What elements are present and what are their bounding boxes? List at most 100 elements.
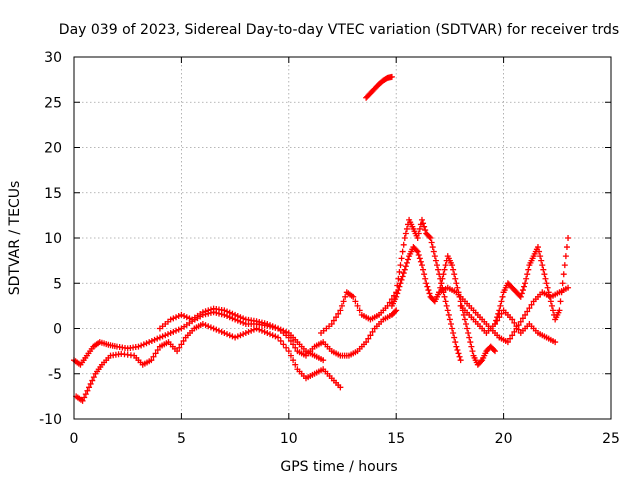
tick-labels: 0 5 10 15 20 25 -10 -5 0 5 10 15 20 25 30	[39, 50, 620, 447]
data-point	[434, 262, 441, 269]
data-point	[248, 327, 255, 334]
data-point	[335, 310, 342, 317]
data-point	[356, 307, 363, 314]
data-point	[205, 307, 212, 314]
data-point	[261, 328, 268, 335]
data-point	[162, 332, 169, 339]
data-point	[269, 323, 276, 330]
data-point	[148, 337, 155, 344]
data-point	[392, 308, 399, 315]
data-point	[237, 314, 244, 321]
data-point	[148, 357, 155, 364]
data-point	[426, 233, 433, 240]
data-point	[186, 315, 193, 322]
data-point	[338, 302, 345, 309]
data-point	[447, 320, 454, 327]
data-point	[199, 309, 206, 316]
data-point	[183, 314, 190, 321]
data-point	[494, 317, 501, 324]
data-point	[170, 328, 177, 335]
series-track-3	[156, 305, 400, 359]
data-point	[543, 280, 550, 287]
data-point	[395, 287, 402, 294]
data-point	[287, 352, 294, 359]
data-point	[240, 315, 247, 322]
data-point	[449, 262, 456, 269]
data-point	[561, 262, 568, 269]
data-point	[167, 316, 174, 323]
data-point	[287, 337, 294, 344]
data-point	[537, 253, 544, 260]
data-point	[467, 339, 474, 346]
data-point	[174, 348, 181, 355]
data-point	[556, 307, 563, 314]
data-point	[453, 280, 460, 287]
data-point	[398, 255, 405, 262]
x-tick-label: 10	[280, 431, 298, 447]
data-point	[517, 293, 524, 300]
data-point	[469, 348, 476, 355]
x-tick-label: 25	[602, 431, 620, 447]
data-point	[280, 341, 287, 348]
data-point	[152, 350, 159, 357]
data-point	[146, 339, 153, 346]
data-point	[399, 273, 406, 280]
data-point	[178, 341, 185, 348]
data-point	[541, 271, 548, 278]
data-point	[87, 380, 94, 387]
data-point	[261, 320, 268, 327]
data-point	[176, 344, 183, 351]
data-point	[509, 316, 516, 323]
data-point	[513, 323, 520, 330]
chart-title: Day 039 of 2023, Sidereal Day-to-day VTE…	[59, 22, 619, 38]
x-tick-label: 15	[387, 431, 405, 447]
data-point	[442, 262, 449, 269]
data-point	[224, 331, 231, 338]
data-point	[563, 244, 570, 251]
data-point	[562, 253, 569, 260]
data-point	[415, 251, 422, 258]
series-track-8	[457, 302, 559, 346]
series-track-6	[436, 284, 572, 346]
data-point	[393, 307, 400, 314]
grid	[74, 57, 611, 419]
data-point	[290, 341, 297, 348]
data-point	[523, 275, 530, 282]
y-tick-label: 25	[44, 95, 62, 111]
data-point	[546, 293, 553, 300]
data-point	[560, 271, 567, 278]
data-point	[417, 258, 424, 265]
data-point	[388, 73, 395, 80]
data-point	[170, 315, 177, 322]
data-point	[275, 334, 282, 341]
data-point	[534, 244, 541, 251]
data-point	[395, 275, 402, 282]
data-point	[267, 322, 274, 329]
data-point	[242, 330, 249, 337]
data-point	[215, 327, 222, 334]
data-point	[173, 314, 180, 321]
data-point	[446, 316, 453, 323]
y-tick-label: 0	[53, 322, 62, 338]
data-point	[528, 301, 535, 308]
data-point	[229, 310, 236, 317]
data-point	[367, 332, 374, 339]
data-point	[253, 318, 260, 325]
data-point	[213, 326, 220, 333]
data-point	[226, 332, 233, 339]
data-point	[511, 319, 518, 326]
data-point	[550, 307, 557, 314]
data-point	[394, 290, 401, 297]
data-point	[442, 298, 449, 305]
data-point	[492, 320, 499, 327]
series-track-4	[318, 216, 464, 364]
data-point	[507, 335, 514, 342]
data-point	[90, 374, 97, 381]
data-point	[496, 314, 503, 321]
data-point	[180, 337, 187, 344]
data-point	[403, 225, 410, 232]
data-point	[455, 350, 462, 357]
data-point	[403, 259, 410, 266]
data-point	[328, 320, 335, 327]
y-tick-label: -10	[39, 412, 62, 428]
